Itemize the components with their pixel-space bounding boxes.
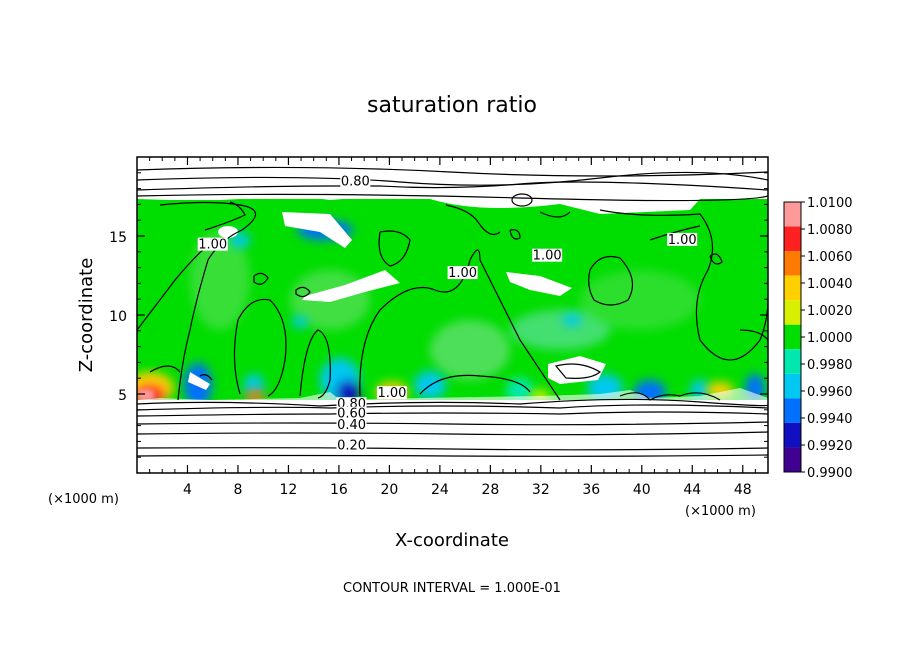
colorbar-swatch [784,349,801,374]
colorbar-label: 0.9980 [807,358,853,373]
colorbar-swatch [784,324,801,350]
x-tick-label: 28 [481,482,499,498]
x-tick-label: 40 [633,482,651,498]
contour-label: 1.00 [377,386,406,401]
colorbar-swatch [784,251,801,276]
x-tick-label: 44 [683,482,701,498]
colorbar-swatch [784,422,801,448]
contour-label-bg [336,417,367,431]
colorbar-label: 1.0100 [807,196,853,211]
colorbar-swatch [784,275,801,301]
x-tick-label: 12 [280,482,298,498]
y-tick-label: 15 [109,230,127,246]
contour-label: 1.00 [448,266,477,281]
colorbar-label: 1.0000 [807,331,853,346]
colorbar-label: 1.0080 [807,223,853,238]
contour-labels: 0.801.001.001.001.001.000.800.600.400.20 [197,174,698,453]
x-axis: 4 8 12 16 20 24 28 32 36 40 44 48 [149,157,756,498]
contour-label-bg [532,248,563,262]
x-tick-label: 32 [532,482,550,498]
heatmap-field [137,157,768,473]
y-tick-label: 5 [118,388,127,404]
x-tick-label: 36 [582,482,600,498]
colorbar-swatch [784,447,801,472]
colorbar-swatch [784,226,801,252]
contour-label-bg [376,386,407,400]
contour-label-bg [667,232,698,246]
contour-label: 0.40 [337,418,366,433]
y-tick-label: 10 [109,309,127,325]
contour-label: 1.00 [198,238,227,253]
colorbar-swatch [784,202,801,227]
y-axis: 5 10 15 [109,172,768,458]
contour-label: 1.00 [533,249,562,264]
colorbar-label: 1.0060 [807,250,853,265]
x-tick-label: 20 [380,482,398,498]
x-tick-label: 48 [734,482,752,498]
colorbar-label: 0.9920 [807,439,853,454]
y-axis-label: Z-coordinate [76,258,97,373]
colorbar-label: 1.0040 [807,277,853,292]
x-tick-label: 24 [431,482,449,498]
contour-interval-note: CONTOUR INTERVAL = 1.000E-01 [343,581,561,596]
contour-label: 0.20 [337,438,366,453]
contour-label-bg [197,237,228,251]
colorbar-swatch [784,300,801,325]
contour-label-bg [340,174,371,188]
contour-label: 1.00 [668,233,697,248]
colorbar-label: 0.9960 [807,385,853,400]
colorbar: 1.0100 1.0080 1.0060 1.0040 1.0020 1.0000 0.99… [783,196,853,481]
x-tick-label: 4 [183,482,192,498]
colorbar-swatch [784,373,801,399]
contour-label-bg [336,406,367,420]
chart-title: saturation ratio [367,93,537,118]
contour-label-bg [336,438,367,452]
y-unit-label: (×1000 m) [48,492,119,507]
x-axis-label: X-coordinate [395,530,509,551]
x-tick-label: 8 [233,482,242,498]
colorbar-label: 1.0020 [807,304,853,319]
colorbar-label: 0.9900 [807,466,853,481]
x-unit-label: (×1000 m) [685,504,756,519]
contour-label: 0.80 [341,174,370,189]
contour-label-bg [447,266,478,280]
contour-lines [137,166,768,457]
x-tick-label: 16 [330,482,348,498]
colorbar-swatch [784,398,801,423]
colorbar-label: 0.9940 [807,412,853,427]
